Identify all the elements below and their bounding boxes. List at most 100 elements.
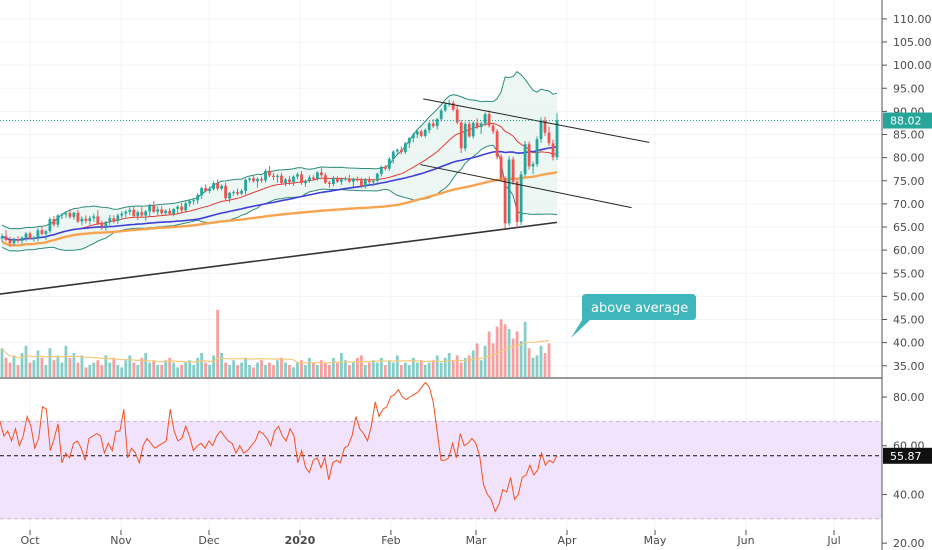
volume-bar [56, 355, 60, 377]
candle-body [112, 218, 116, 221]
volume-bar [475, 343, 479, 377]
bollinger-lower [1, 144, 558, 252]
candle-body [300, 174, 303, 184]
volume-bar [240, 362, 243, 377]
volume-bar [304, 365, 307, 377]
volume-bar [224, 362, 227, 377]
price-tick-label: 95.00 [893, 82, 925, 95]
volume-bar [232, 360, 235, 377]
volume-bar [348, 365, 351, 377]
price-tick-label: 55.00 [893, 267, 925, 280]
volume-bar [104, 355, 108, 377]
candle-body [288, 179, 291, 183]
candle-body [124, 211, 128, 214]
volume-bar [100, 365, 104, 377]
volume-bar [20, 353, 24, 377]
candle-body [40, 230, 44, 234]
volume-bar [467, 355, 471, 377]
volume-bar [256, 362, 259, 377]
volume-bar [356, 357, 359, 377]
volume-bar [320, 360, 323, 377]
volume-bar [236, 365, 239, 377]
candle-body [324, 175, 327, 183]
price-tick-label: 60.00 [893, 244, 925, 257]
price-tick-label: 65.00 [893, 221, 925, 234]
volume-bar [523, 321, 527, 377]
candle-body [264, 171, 267, 181]
volume-bar [535, 355, 539, 377]
volume-bar [140, 357, 144, 377]
volume-bars [0, 309, 551, 377]
candle-body [344, 178, 347, 180]
candle-body [479, 123, 483, 128]
candle-body [499, 156, 503, 179]
candle-body [332, 178, 335, 184]
volume-bar [328, 365, 331, 377]
volume-bar [431, 360, 435, 377]
candle-body [483, 114, 487, 124]
upper-trendline [423, 98, 650, 143]
volume-bar [204, 362, 207, 377]
candle-body [80, 218, 84, 222]
time-tick-label: Jun [736, 534, 754, 547]
volume-bar [0, 348, 4, 377]
candle-body [188, 201, 192, 204]
candle-body [296, 174, 299, 177]
volume-bar [383, 365, 387, 377]
candle-body [475, 122, 479, 128]
annotation-text: above average [591, 301, 688, 316]
volume-bar [336, 362, 339, 377]
candle-body [20, 237, 24, 241]
candle-body [320, 172, 323, 176]
candle-body [176, 206, 180, 209]
volume-bar [120, 367, 124, 377]
time-tick-label: May [644, 534, 667, 547]
candle-body [531, 164, 535, 167]
rsi-line [0, 381, 558, 513]
time-tick-label: Dec [198, 534, 219, 547]
time-tick-label: Jul [826, 534, 840, 547]
candle-body [16, 239, 20, 241]
volume-bar [360, 355, 363, 377]
candle-body [140, 212, 144, 216]
annotation-bubble[interactable] [571, 294, 696, 338]
trendlines[interactable] [0, 98, 882, 209]
candle-body [136, 212, 140, 216]
price-tick-label: 75.00 [893, 175, 925, 188]
volume-bar [495, 326, 499, 377]
volume-bar [391, 362, 395, 377]
volume-bar [487, 331, 491, 377]
volume-bar [447, 353, 451, 377]
volume-bar [539, 345, 543, 377]
candle-body [284, 179, 287, 184]
candle-body [12, 239, 16, 244]
candle-body [519, 174, 523, 222]
candle-body [208, 189, 211, 191]
candle-body [375, 173, 379, 181]
time-tick-label: Mar [466, 534, 487, 547]
volume-bar [491, 343, 495, 377]
time-tick-label: Feb [381, 534, 400, 547]
candle-body [104, 221, 108, 227]
candle-body [132, 209, 136, 216]
candle-body [44, 231, 48, 234]
annotation-callout[interactable]: above average [571, 294, 696, 338]
volume-bar [180, 365, 184, 377]
candle-body [379, 166, 383, 174]
candle-body [459, 122, 463, 149]
candle-body [399, 149, 403, 153]
candle-body [236, 191, 239, 194]
volume-bar [244, 357, 247, 377]
volume-bar [344, 360, 347, 377]
candle-body [0, 236, 4, 239]
candlesticks[interactable] [0, 99, 559, 247]
candle-body [391, 151, 395, 159]
candle-body [316, 172, 319, 179]
lower-trendline [420, 164, 632, 209]
candle-body [24, 233, 28, 238]
candle-body [184, 203, 188, 211]
volume-average-line [1, 339, 550, 364]
rsi-tick-label: 40.00 [893, 488, 925, 501]
candle-body [423, 129, 427, 136]
